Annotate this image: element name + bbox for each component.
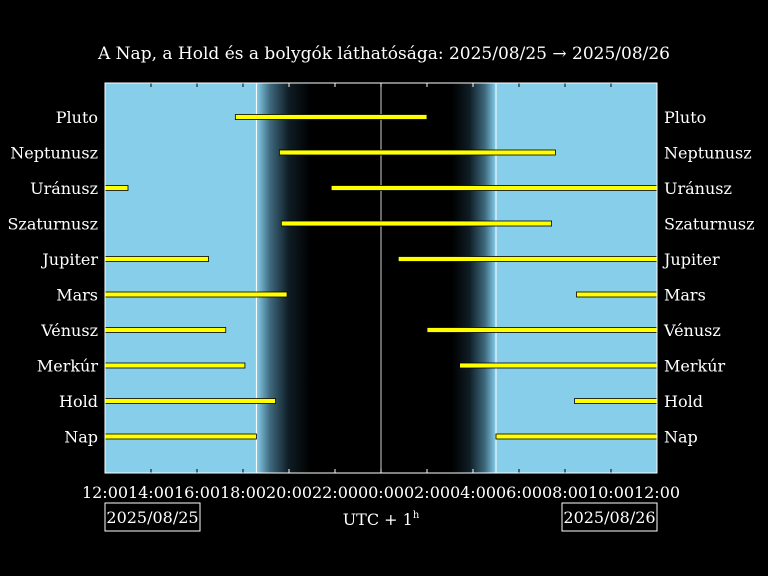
body-label-right: Szaturnusz <box>664 215 755 234</box>
end-date-box: 2025/08/26 <box>561 502 658 532</box>
plot-area <box>104 82 658 474</box>
body-label-right: Vénusz <box>663 321 721 340</box>
body-label-right: Merkúr <box>664 357 726 376</box>
end-date-frame <box>561 502 658 532</box>
body-label-left: Nap <box>64 428 98 447</box>
visibility-bars <box>104 114 658 440</box>
twilight-dawn-band <box>451 83 496 473</box>
body-label-right: Nap <box>664 428 698 447</box>
body-label-left: Vénusz <box>40 321 98 340</box>
body-label-left: Uránusz <box>30 179 98 198</box>
x-axis-label-sup: h <box>413 510 420 521</box>
daylight-region-right <box>496 83 657 473</box>
x-tick-label: 14:00 <box>128 483 174 502</box>
visibility-bar <box>459 362 658 369</box>
body-label-right: Mars <box>664 286 706 305</box>
body-label-left: Merkúr <box>37 357 99 376</box>
x-tick-label: 02:00 <box>404 483 450 502</box>
x-axis-label-main: UTC + 1 <box>343 510 413 529</box>
x-tick-label: 16:00 <box>174 483 220 502</box>
x-tick-label: 08:00 <box>542 483 588 502</box>
body-label-left: Mars <box>56 286 98 305</box>
x-tick-label: 12:00 <box>634 483 680 502</box>
visibility-bar <box>104 291 288 298</box>
body-label-left: Pluto <box>56 108 98 127</box>
body-labels-left: Pluto Neptunusz Uránusz Szaturnusz Jupiter Ma… <box>7 108 98 447</box>
body-label-left: Jupiter <box>40 250 98 269</box>
body-label-right: Jupiter <box>662 250 720 269</box>
x-tick-label: 06:00 <box>496 483 542 502</box>
x-tick-label: 22:00 <box>312 483 358 502</box>
visibility-bar <box>104 256 209 262</box>
body-label-right: Pluto <box>664 108 706 127</box>
body-label-right: Uránusz <box>664 179 732 198</box>
axis-ticks <box>150 83 612 473</box>
visibility-bar <box>104 398 276 404</box>
body-labels-right: Pluto Neptunusz Uránusz Szaturnusz Jupiter Ma… <box>662 108 755 447</box>
daylight-region-left <box>105 83 257 473</box>
visibility-bar <box>234 114 428 120</box>
visibility-bar <box>104 362 246 369</box>
body-label-left: Hold <box>59 392 98 411</box>
start-date-frame <box>104 502 201 532</box>
start-date-box: 2025/08/25 <box>104 502 201 532</box>
x-tick-label: 20:00 <box>266 483 312 502</box>
body-label-right: Neptunusz <box>664 144 752 163</box>
twilight-dusk-band <box>256 83 311 473</box>
x-axis-label: UTC + 1h <box>343 510 420 529</box>
visibility-bar <box>104 433 257 440</box>
visibility-bar <box>495 433 658 440</box>
x-tick-labels: 12:00 14:00 16:00 18:00 20:00 22:00 00:00 02:00… <box>82 483 680 502</box>
visibility-bar <box>574 398 658 404</box>
end-date-label: 2025/08/26 <box>563 508 655 527</box>
x-tick-label: 10:00 <box>588 483 634 502</box>
x-tick-label: 00:00 <box>358 483 404 502</box>
visibility-bar <box>576 291 658 298</box>
visibility-bar <box>279 149 556 156</box>
x-tick-label: 18:00 <box>220 483 266 502</box>
x-tick-label: 04:00 <box>450 483 496 502</box>
visibility-bar <box>104 185 129 191</box>
visibility-bar <box>280 220 552 227</box>
visibility-bar <box>104 327 227 333</box>
start-date-label: 2025/08/25 <box>106 508 198 527</box>
visibility-bar <box>330 185 658 191</box>
body-label-left: Szaturnusz <box>7 215 98 234</box>
chart-title: A Nap, a Hold és a bolygók láthatósága: … <box>97 44 670 64</box>
body-label-right: Hold <box>664 392 703 411</box>
visibility-bar <box>426 327 658 333</box>
plot-frame <box>104 82 658 474</box>
x-tick-label: 12:00 <box>82 483 128 502</box>
visibility-bar <box>397 256 658 262</box>
body-label-left: Neptunusz <box>10 144 98 163</box>
